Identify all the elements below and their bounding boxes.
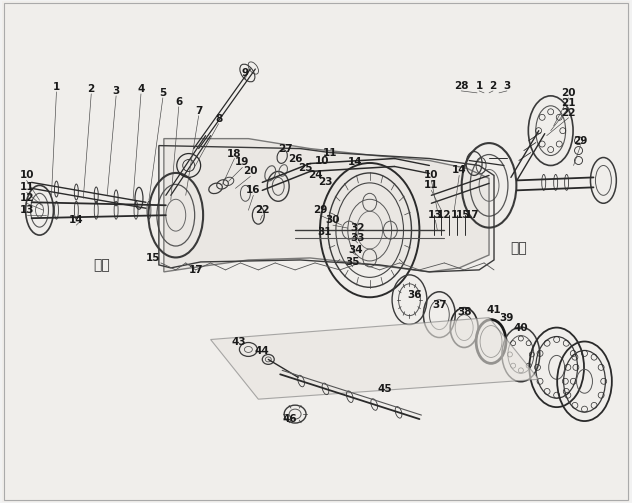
Text: 10: 10	[424, 171, 439, 181]
Text: 43: 43	[231, 337, 246, 347]
Text: 32: 32	[351, 223, 365, 233]
Text: 26: 26	[288, 153, 302, 163]
Text: 11: 11	[20, 183, 34, 192]
Text: 后桥: 后桥	[511, 241, 527, 255]
Text: 25: 25	[298, 163, 312, 174]
Text: 20: 20	[243, 166, 258, 177]
Text: 14: 14	[452, 165, 466, 176]
Text: 10: 10	[20, 171, 34, 181]
Text: 34: 34	[348, 245, 363, 255]
Text: 4: 4	[137, 84, 145, 94]
Text: 15: 15	[456, 210, 470, 220]
Text: 31: 31	[318, 227, 332, 237]
Text: 14: 14	[69, 215, 83, 225]
Text: 24: 24	[308, 171, 322, 181]
Text: 38: 38	[457, 307, 471, 317]
Text: 13: 13	[20, 205, 34, 215]
Text: 13: 13	[428, 210, 442, 220]
Text: 中桥: 中桥	[93, 258, 109, 272]
Text: 21: 21	[561, 98, 576, 108]
Polygon shape	[210, 317, 538, 399]
Text: 29: 29	[313, 205, 327, 215]
Text: 33: 33	[351, 233, 365, 243]
Text: 12: 12	[437, 210, 451, 220]
Text: 17: 17	[188, 265, 203, 275]
Text: 6: 6	[175, 97, 183, 107]
Text: 11: 11	[323, 147, 337, 157]
Text: 1: 1	[53, 82, 60, 92]
Text: 3: 3	[503, 81, 511, 91]
Text: 8: 8	[215, 114, 222, 124]
Text: 29: 29	[573, 136, 588, 145]
Text: 19: 19	[235, 157, 250, 167]
Text: 1: 1	[451, 210, 458, 220]
Text: 27: 27	[278, 143, 293, 153]
Text: 20: 20	[561, 88, 576, 98]
Text: 18: 18	[227, 148, 241, 158]
Text: 46: 46	[283, 414, 298, 424]
Text: 1: 1	[475, 81, 483, 91]
Text: 45: 45	[377, 384, 392, 394]
Text: 11: 11	[424, 181, 439, 190]
Text: 14: 14	[348, 157, 362, 167]
Text: 5: 5	[159, 88, 166, 98]
Text: 44: 44	[255, 347, 270, 357]
Text: 17: 17	[465, 210, 480, 220]
Text: 10: 10	[315, 155, 329, 165]
Text: 9: 9	[242, 68, 249, 78]
Text: 41: 41	[487, 305, 501, 315]
Text: 35: 35	[346, 257, 360, 267]
Text: 15: 15	[145, 253, 160, 263]
Text: 2: 2	[489, 81, 497, 91]
Text: 22: 22	[255, 205, 270, 215]
Text: 16: 16	[246, 185, 260, 195]
Text: 37: 37	[432, 300, 447, 310]
Text: 39: 39	[500, 313, 514, 322]
Text: 40: 40	[514, 322, 528, 332]
Text: 2: 2	[88, 84, 95, 94]
Text: 3: 3	[112, 86, 119, 96]
Polygon shape	[164, 139, 489, 272]
Text: 7: 7	[195, 106, 202, 116]
Text: 12: 12	[20, 193, 34, 203]
Text: 23: 23	[318, 178, 332, 188]
Text: 30: 30	[325, 215, 340, 225]
Text: OFA: OFA	[181, 173, 425, 280]
Text: 22: 22	[561, 108, 576, 118]
Text: 36: 36	[407, 290, 422, 300]
Text: 28: 28	[454, 81, 468, 91]
